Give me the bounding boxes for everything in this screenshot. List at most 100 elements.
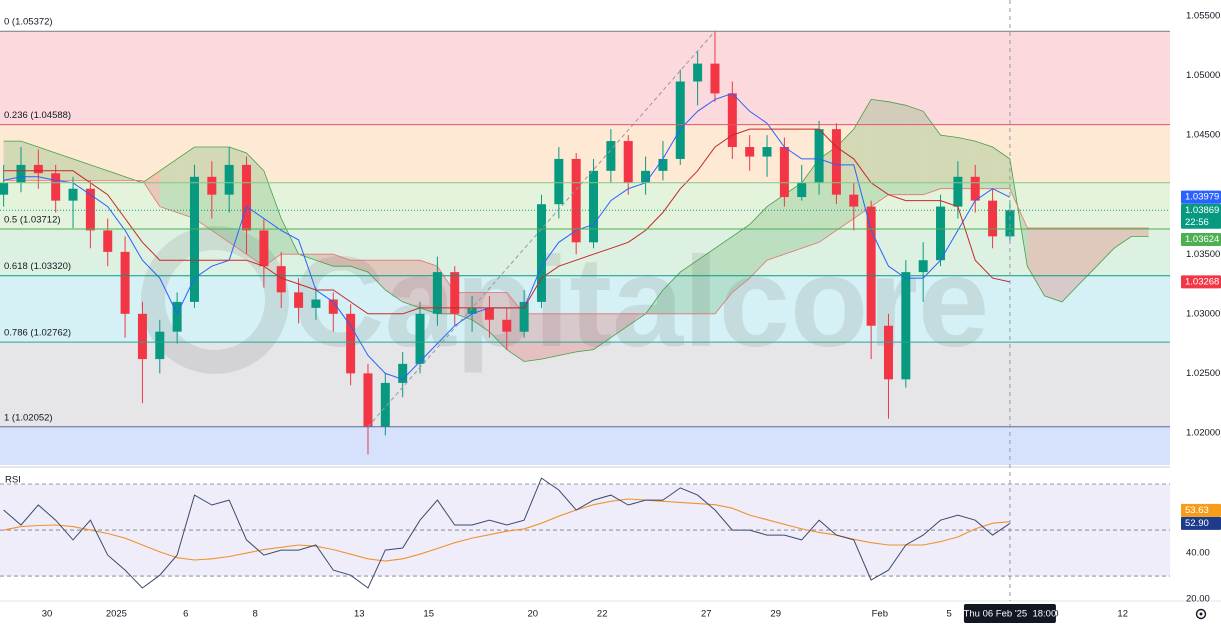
cloud-segment [1079,228,1097,284]
candle-body [224,164,234,195]
candle-body [918,260,928,273]
cloud-segment [697,248,715,314]
price-badge [1181,275,1221,289]
cloud-segment [142,170,160,207]
x-tick-label: 15 [423,609,434,620]
candle-body [155,331,165,360]
candle-body [779,147,789,198]
x-tick-label: 8 [253,609,258,620]
rsi-badge-label: 52.90 [1185,518,1209,529]
cloud-segment [333,254,351,267]
candle-body [0,182,9,195]
fib-label: 0.5 (1.03712) [4,215,61,226]
crosshair-label: Thu 06 Feb '25 18:00 [964,609,1057,620]
candle-body [883,325,893,380]
fib-trend-line [367,30,716,428]
fib-label: 1 (1.02052) [4,412,53,423]
candle-body [536,204,546,302]
gear[interactable] [1195,608,1207,620]
cloud-segment [593,313,611,350]
kijun-line [3,128,1011,315]
settings-icon[interactable] [1195,608,1207,620]
rsi-tick-label: 20.00 [1186,594,1210,605]
candle-body [762,147,772,157]
candle-body [311,299,321,308]
candle-body [554,158,564,205]
y-tick-label: 1.05500 [1186,10,1220,21]
candle-body [363,373,373,427]
rsi-tick-label: 40.00 [1186,548,1210,559]
candle-body [85,188,95,231]
candle-body [606,141,616,171]
cloud-segment [1096,228,1114,267]
cloud-segment [315,254,334,267]
candle-body [189,176,199,302]
candle-body [866,206,876,326]
candle-body [450,272,460,314]
countdown: 22:56 [1185,217,1209,228]
rsi-badge-label: 53.63 [1185,505,1209,516]
candle-body [16,164,26,183]
candle-body [953,176,963,207]
candle-body [328,299,338,314]
fib-zone [0,426,1170,465]
candle-body [589,170,599,243]
candle-body [137,313,147,360]
cloud-segment [784,182,802,255]
price-badge-label: 1.03624 [1185,234,1219,245]
price-badge [1181,232,1221,246]
cloud-segment [749,206,767,279]
x-tick-label: 22 [597,609,608,620]
axes: 1.055001.050001.045001.040001.035001.030… [42,0,1221,623]
candle-body [710,63,720,94]
candle-body [658,158,668,171]
cloud-segment [107,170,126,181]
fib-zone [0,342,1170,427]
candle-body [380,382,390,427]
fib-label: 0.786 (1.02762) [4,328,71,339]
cloud-segment [940,135,958,189]
x-tick-label: 27 [701,609,712,620]
cloud-segment [992,147,1010,189]
rsi-pane [0,477,1170,589]
price-badge [1181,190,1221,204]
cloud-segment [558,313,577,356]
crosshair-box [963,604,1056,623]
candle-body [831,129,841,195]
candle-body [294,292,304,308]
cloud-segment [1062,228,1080,302]
candle-body [814,129,824,183]
fib-zone [0,31,1170,125]
candle-body [849,194,859,207]
cloud-segment [871,99,889,207]
candle-body [745,147,755,157]
fib-label: 0.618 (1.03320) [4,261,71,272]
cloud-segment [715,236,733,314]
cloud-segment [159,158,178,213]
x-tick-label: 20 [528,609,539,620]
gear-center[interactable] [1199,612,1203,616]
cloud-segment [888,101,906,195]
candle-body [33,164,43,174]
price-badge-label: 1.03268 [1185,276,1219,287]
fib-labels: 0 (1.05372) 0.236 (1.04588) 0.5 (1.03712) 0… [0,17,1170,428]
y-tick-label: 1.03000 [1186,308,1220,319]
candle-body [970,176,980,201]
y-tick-label: 1.05000 [1186,70,1220,81]
cloud-segment [1027,228,1045,296]
cloud-segment [385,260,403,302]
cloud-segment [489,292,507,350]
x-tick-label: 29 [770,609,781,620]
candle-body [936,206,946,261]
rsi-badge [1181,503,1221,517]
watermark-logo [141,226,289,374]
x-tick-label: 5 [947,609,952,620]
cloud-segment [402,260,420,308]
cloud-segment [73,158,91,181]
candle-body [484,307,494,320]
candle-body [68,188,78,201]
cloud-segment [923,111,941,195]
candle-body [103,230,113,252]
cloud-segment [541,313,559,360]
